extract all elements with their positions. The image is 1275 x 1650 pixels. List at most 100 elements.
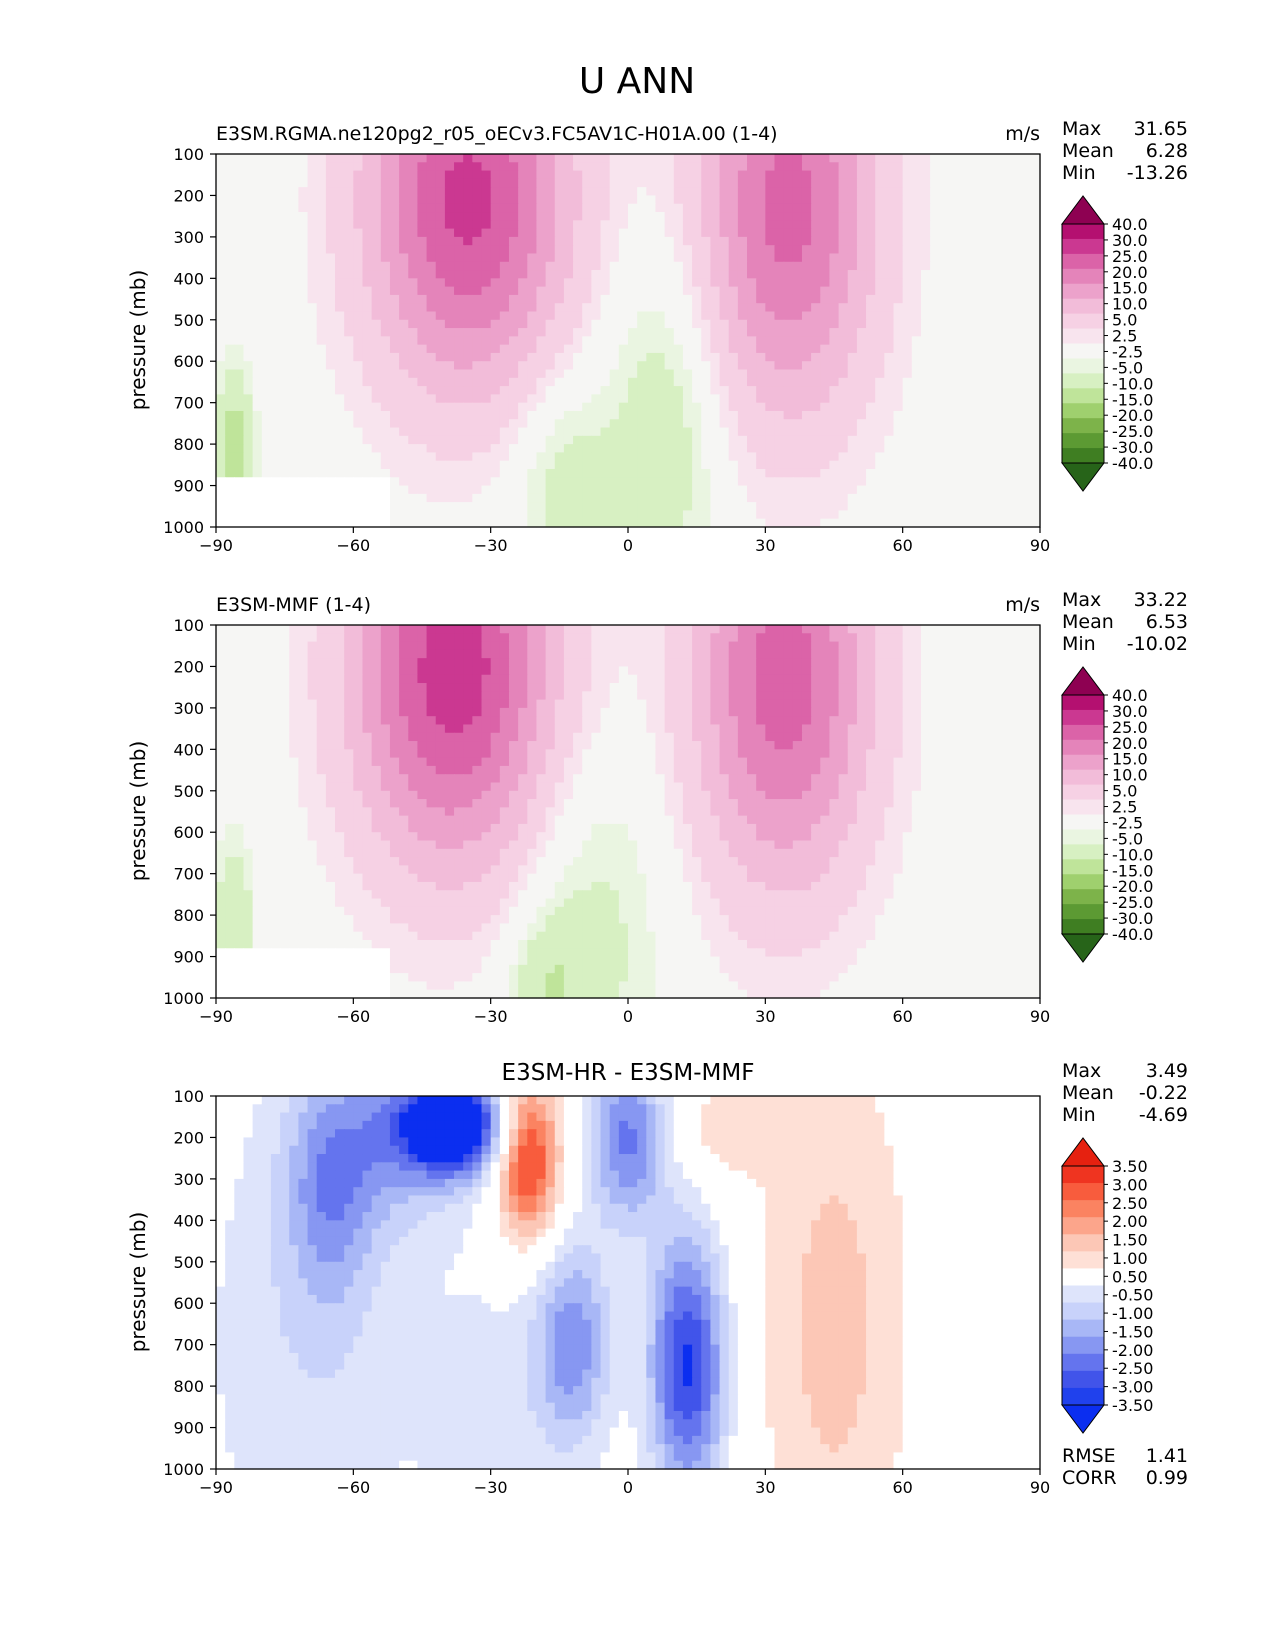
contour-cell bbox=[554, 402, 565, 412]
contour-cell bbox=[673, 444, 684, 453]
contour-cell bbox=[820, 674, 831, 684]
contour-cell bbox=[426, 633, 437, 643]
contour-cell bbox=[216, 435, 226, 445]
contour-cell bbox=[545, 245, 556, 255]
contour-cell bbox=[939, 658, 950, 668]
contour-cell bbox=[765, 178, 776, 188]
contour-cell bbox=[261, 195, 272, 205]
contour-cell bbox=[435, 195, 446, 205]
contour-cell bbox=[600, 386, 611, 395]
contour-cell bbox=[490, 477, 501, 487]
contour-cell bbox=[1030, 203, 1041, 213]
contour-cell bbox=[994, 674, 1004, 684]
contour-cell bbox=[911, 477, 922, 487]
colorbar-label: -10.0 bbox=[1112, 374, 1153, 393]
contour-cell bbox=[829, 460, 840, 470]
contour-cell bbox=[875, 658, 885, 668]
contour-cell bbox=[417, 386, 428, 395]
contour-cell bbox=[801, 228, 812, 238]
contour-cell bbox=[399, 228, 409, 238]
contour-cell bbox=[527, 336, 538, 346]
contour-cell bbox=[985, 460, 995, 470]
contour-cell bbox=[628, 402, 638, 412]
contour-cell bbox=[591, 328, 602, 337]
contour-cell bbox=[573, 377, 583, 387]
contour-cell bbox=[298, 427, 309, 437]
contour-cell bbox=[261, 460, 272, 470]
contour-cell bbox=[499, 369, 510, 379]
contour-cell bbox=[682, 386, 693, 395]
contour-cell bbox=[252, 427, 263, 437]
contour-cell bbox=[847, 419, 858, 429]
contour-cell bbox=[499, 253, 510, 263]
contour-cell bbox=[728, 361, 739, 371]
contour-cell bbox=[811, 666, 821, 676]
contour-cell bbox=[884, 344, 895, 354]
contour-cell bbox=[829, 187, 840, 197]
contour-cell bbox=[985, 352, 995, 362]
contour-cell bbox=[216, 452, 226, 462]
contour-cell bbox=[628, 649, 638, 659]
contour-cell bbox=[737, 633, 748, 643]
contour-cell bbox=[243, 633, 254, 643]
contour-cell bbox=[270, 344, 281, 354]
contour-cell bbox=[481, 303, 492, 313]
contour-cell bbox=[783, 691, 794, 701]
contour-cell bbox=[847, 410, 858, 420]
contour-cell bbox=[719, 294, 730, 304]
contour-cell bbox=[518, 352, 528, 362]
contour-cell bbox=[756, 178, 766, 188]
contour-cell bbox=[243, 294, 254, 304]
contour-cell bbox=[893, 245, 904, 255]
contour-cell bbox=[866, 270, 876, 279]
contour-cell bbox=[353, 294, 364, 304]
contour-cell bbox=[261, 319, 272, 329]
contour-cell bbox=[472, 444, 483, 453]
contour-cell bbox=[435, 319, 446, 329]
contour-cell bbox=[728, 303, 739, 313]
contour-cell bbox=[454, 419, 464, 429]
contour-cell bbox=[628, 236, 638, 246]
contour-cell bbox=[252, 162, 263, 172]
contour-cell bbox=[563, 674, 574, 684]
contour-cell bbox=[490, 228, 501, 238]
contour-cell bbox=[435, 427, 446, 437]
contour-cell bbox=[609, 683, 620, 692]
contour-cell bbox=[975, 410, 986, 420]
contour-cell bbox=[399, 460, 409, 470]
contour-cell bbox=[582, 278, 592, 288]
contour-cell bbox=[270, 187, 281, 197]
contour-cell bbox=[325, 236, 336, 246]
contour-cell bbox=[728, 444, 739, 453]
contour-cell bbox=[362, 683, 373, 692]
contour-cell bbox=[389, 691, 400, 701]
contour-cell bbox=[280, 236, 290, 246]
contour-cell bbox=[307, 245, 318, 255]
contour-cell bbox=[939, 386, 950, 395]
contour-cell bbox=[820, 402, 831, 412]
contour-cell bbox=[270, 212, 281, 221]
contour-cell bbox=[563, 468, 574, 478]
contour-cell bbox=[701, 162, 711, 172]
contour-cell bbox=[985, 493, 995, 503]
contour-cell bbox=[856, 261, 867, 271]
contour-cell bbox=[454, 410, 464, 420]
contour-cell bbox=[646, 286, 657, 296]
contour-cell bbox=[655, 649, 666, 659]
contour-cell bbox=[472, 633, 483, 643]
contour-cell bbox=[499, 641, 510, 651]
contour-cell bbox=[948, 674, 959, 684]
contour-cell bbox=[527, 674, 538, 684]
contour-cell bbox=[545, 477, 556, 487]
contour-cell bbox=[472, 162, 483, 172]
contour-cell bbox=[774, 625, 785, 634]
contour-cell bbox=[591, 493, 602, 503]
contour-cell bbox=[444, 311, 455, 321]
contour-cell bbox=[344, 699, 354, 709]
contour-cell bbox=[408, 658, 419, 668]
contour-cell bbox=[893, 444, 904, 453]
contour-cell bbox=[756, 666, 766, 676]
contour-cell bbox=[499, 294, 510, 304]
contour-cell bbox=[573, 674, 583, 684]
contour-cell bbox=[875, 427, 885, 437]
